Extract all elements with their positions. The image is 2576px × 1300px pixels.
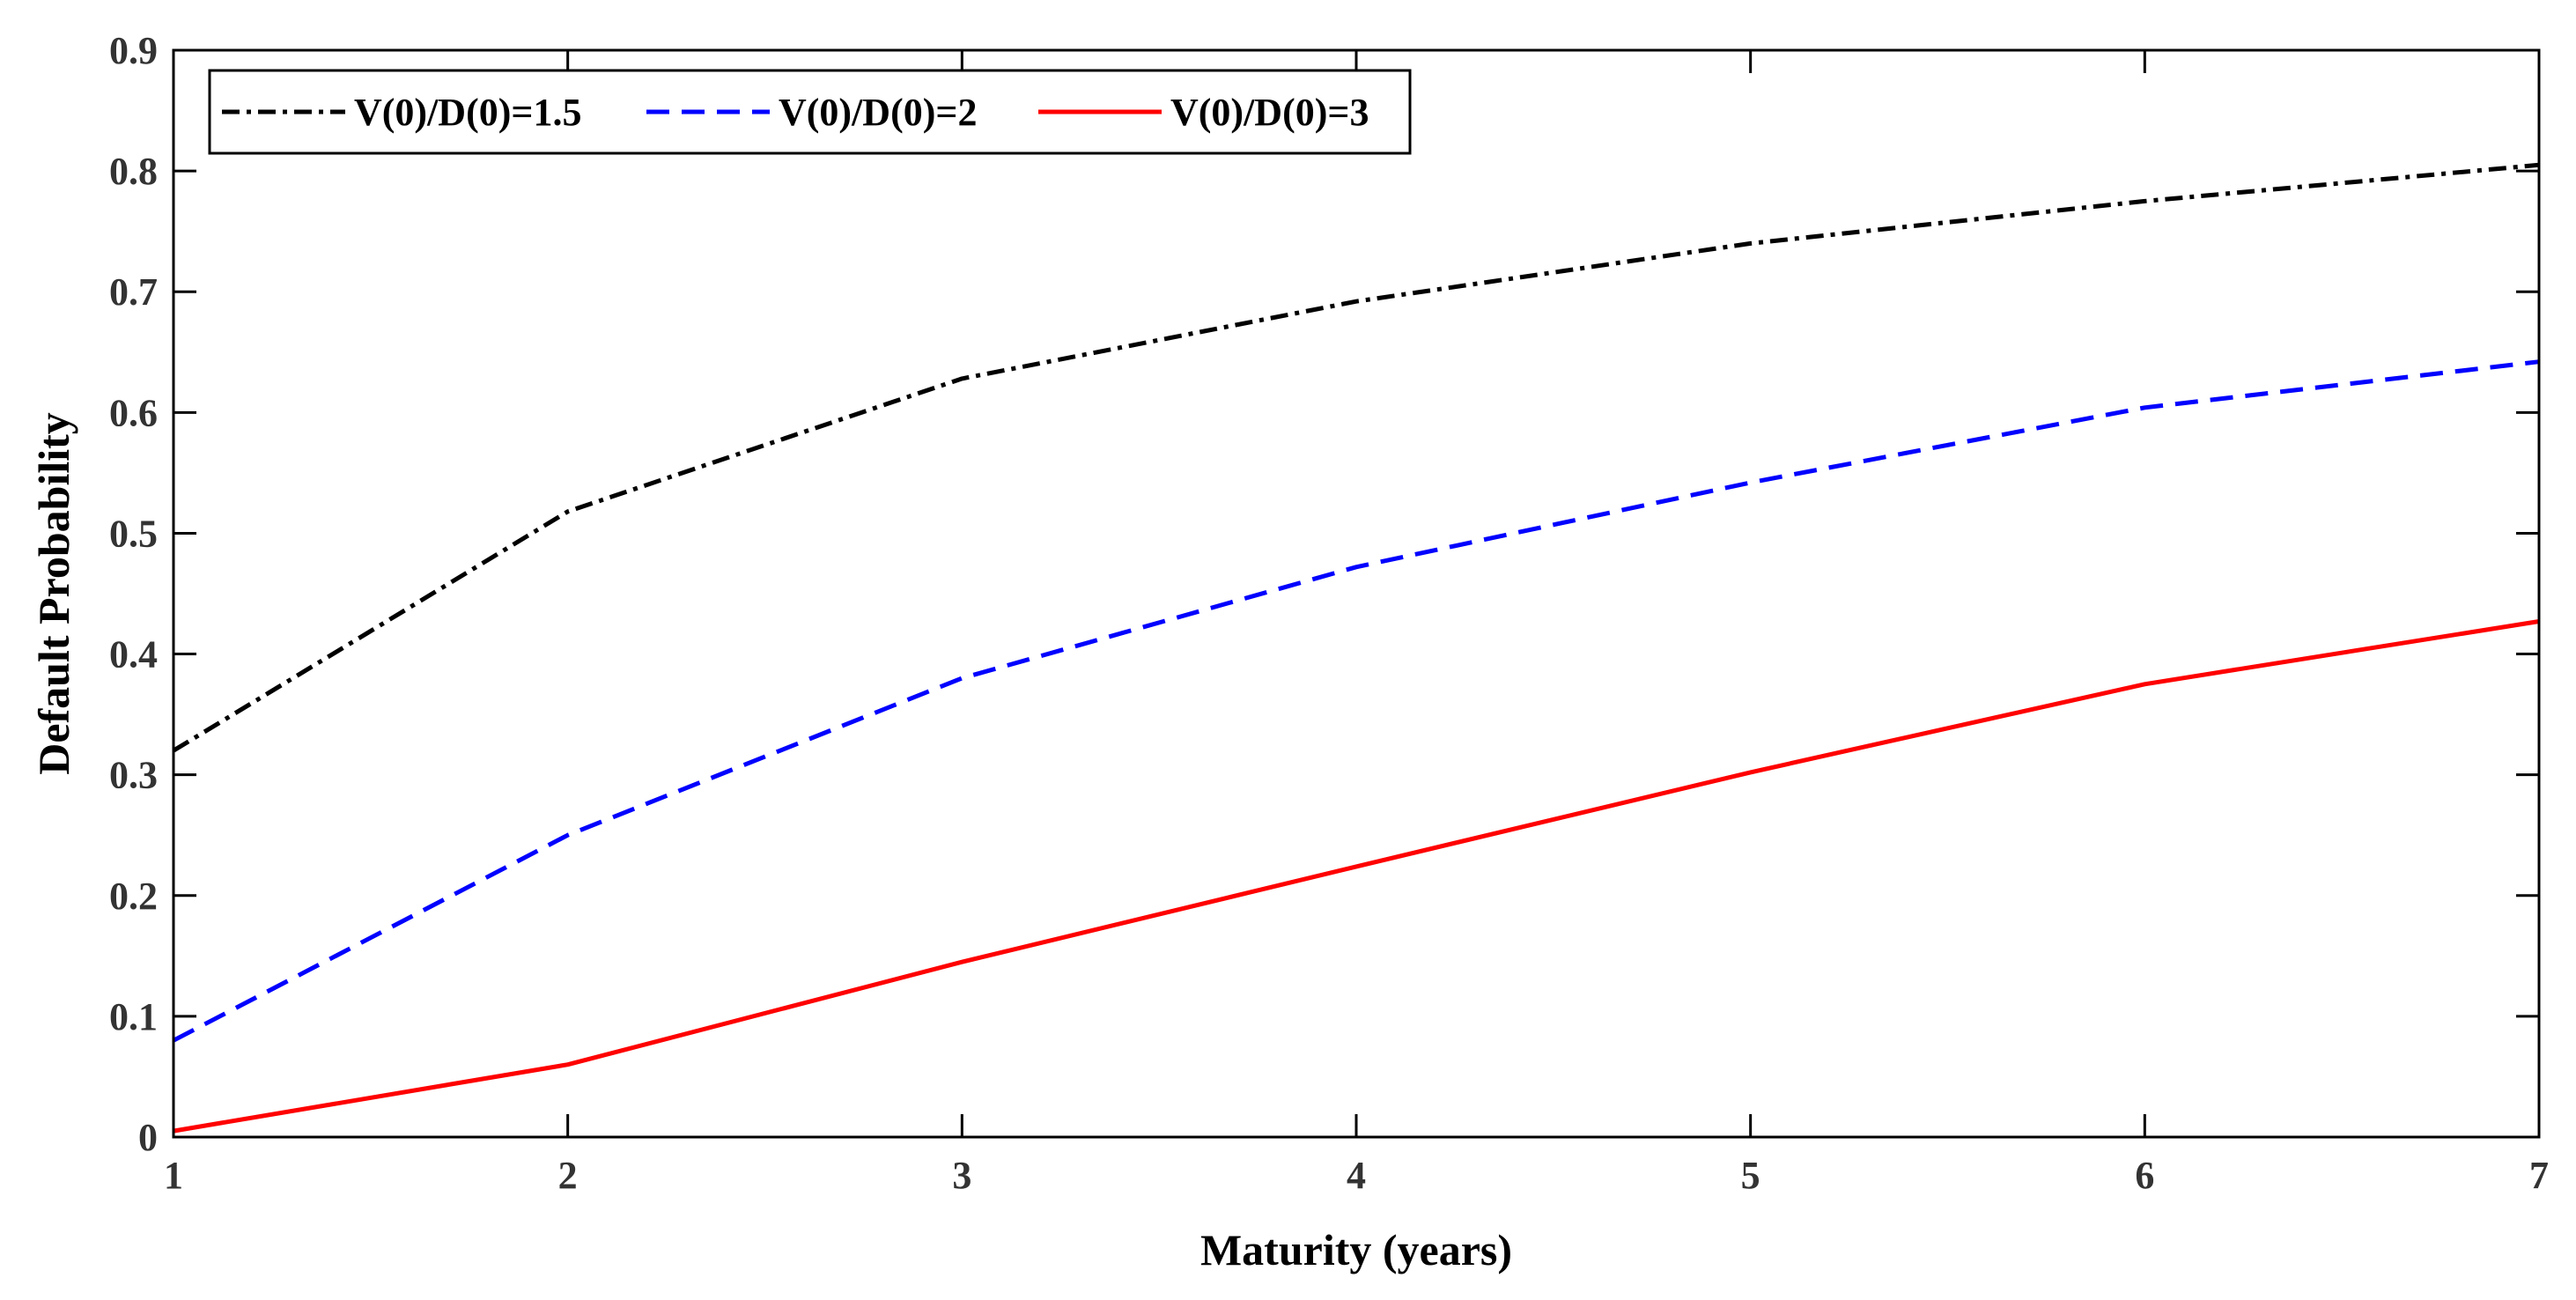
y-tick-label: 0.4 <box>109 633 158 676</box>
y-tick-label: 0.2 <box>109 875 158 918</box>
plot-frame <box>172 48 2541 1139</box>
x-axis-title: Maturity (years) <box>1200 1225 1512 1274</box>
legend-label-3: V(0)/D(0)=3 <box>1170 91 1369 134</box>
x-tick-label: 1 <box>164 1154 183 1197</box>
y-tick-label: 0.9 <box>109 29 158 72</box>
y-tick-label: 0.3 <box>109 754 158 797</box>
legend: V(0)/D(0)=1.5 V(0)/D(0)=2 V(0)/D(0)=3 <box>208 69 1412 155</box>
x-tick-label: 2 <box>558 1154 578 1197</box>
legend-box <box>208 69 1412 155</box>
series-line-2 <box>172 359 2540 1043</box>
y-tick-label: 0.8 <box>109 150 158 193</box>
plot-area <box>173 50 2539 1137</box>
y-tick-label: 0.6 <box>109 391 158 434</box>
legend-label-1: V(0)/D(0)=1.5 <box>354 91 581 134</box>
y-tick-label: 0.7 <box>109 270 158 314</box>
y-tick-label: 0.1 <box>109 995 158 1038</box>
y-tick-label: 0 <box>138 1116 158 1159</box>
x-tick-label: 7 <box>2529 1154 2549 1197</box>
x-tick-label: 3 <box>952 1154 971 1197</box>
legend-label-2: V(0)/D(0)=2 <box>779 91 977 134</box>
x-tick-label: 6 <box>2135 1154 2154 1197</box>
series-line-3 <box>173 619 2540 1134</box>
x-tick-label: 4 <box>1347 1154 1366 1197</box>
y-axis-title: Default Probability <box>29 412 78 775</box>
tick-labels: 1 2 3 4 5 6 7 0 0.1 0.2 0.3 0.4 0.5 0.6 0.7 0.8 0.9 <box>109 29 2549 1197</box>
x-tick-label: 5 <box>1741 1154 1760 1197</box>
series-lines <box>172 162 2540 1134</box>
y-tick-label: 0.5 <box>109 512 158 555</box>
